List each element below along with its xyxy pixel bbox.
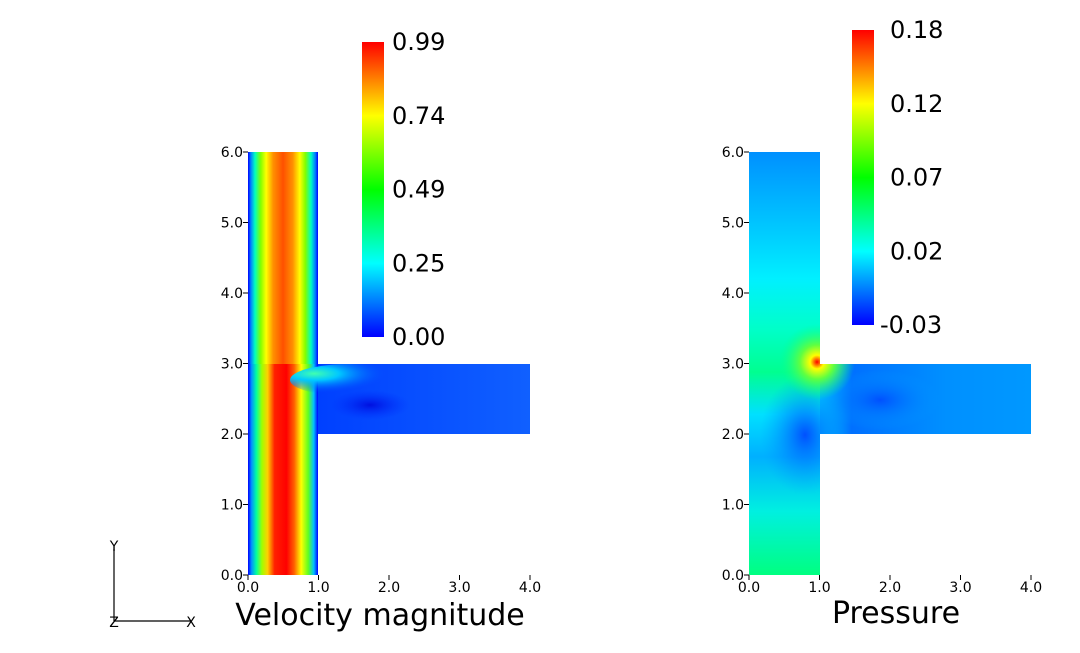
x-tick-label: 3.0 <box>448 580 470 596</box>
colorbar-label: 0.00 <box>392 323 445 351</box>
y-tick-label: 4.0 <box>221 286 243 302</box>
y-tick-label: 6.0 <box>722 145 744 161</box>
y-tick-label: 1.0 <box>722 498 744 514</box>
colorbar-label: 0.18 <box>890 16 943 44</box>
colorbar-label: -0.03 <box>880 311 942 339</box>
triad-x-label: X <box>186 615 196 631</box>
x-tick-label: 0.0 <box>738 580 760 596</box>
y-tick-label: 4.0 <box>722 286 744 302</box>
y-tick-label: 0.0 <box>221 568 243 584</box>
pressure-colorbar <box>852 30 874 325</box>
velocity-field <box>248 152 530 575</box>
x-tick-label: 2.0 <box>378 580 400 596</box>
y-tick-label: 3.0 <box>221 357 243 373</box>
colorbar-label: 0.07 <box>890 164 943 192</box>
x-tick-label: 4.0 <box>1020 580 1042 596</box>
pressure-panel: 0.0 1.0 2.0 3.0 4.0 5.0 6.0 0.0 1.0 2.0 3.0 4.0 0.1… <box>722 16 1042 631</box>
y-tick-label: 2.0 <box>221 427 243 443</box>
y-tick-label: 1.0 <box>221 498 243 514</box>
y-tick-label: 0.0 <box>722 568 744 584</box>
chart-title: Velocity magnitude <box>235 598 525 633</box>
colorbar-label: 0.25 <box>392 249 445 277</box>
colorbar-label: 0.49 <box>392 176 445 204</box>
x-tick-label: 2.0 <box>879 580 901 596</box>
y-tick-label: 3.0 <box>722 357 744 373</box>
colorbar-label: 0.02 <box>890 237 943 265</box>
velocity-colorbar <box>362 42 384 337</box>
triad-y-label: Y <box>109 539 119 555</box>
y-tick-label: 5.0 <box>722 216 744 232</box>
y-tick-label: 6.0 <box>221 145 243 161</box>
y-tick-label: 2.0 <box>722 427 744 443</box>
x-tick-label: 3.0 <box>949 580 971 596</box>
axis-triad <box>113 549 191 622</box>
y-tick-label: 5.0 <box>221 216 243 232</box>
x-tick-label: 1.0 <box>808 580 830 596</box>
x-tick-label: 1.0 <box>307 580 329 596</box>
pressure-field <box>749 152 1031 575</box>
x-tick-label: 4.0 <box>519 580 541 596</box>
chart-title: Pressure <box>832 596 960 631</box>
velocity-panel: 0.0 1.0 2.0 3.0 4.0 5.0 6.0 0.0 1.0 2.0 3.0 4.0 0.9… <box>221 28 541 633</box>
x-tick-label: 0.0 <box>237 580 259 596</box>
colorbar-label: 0.99 <box>392 28 445 56</box>
triad-z-label: Z <box>109 615 119 631</box>
colorbar-label: 0.74 <box>392 102 445 130</box>
colorbar-label: 0.12 <box>890 90 943 118</box>
